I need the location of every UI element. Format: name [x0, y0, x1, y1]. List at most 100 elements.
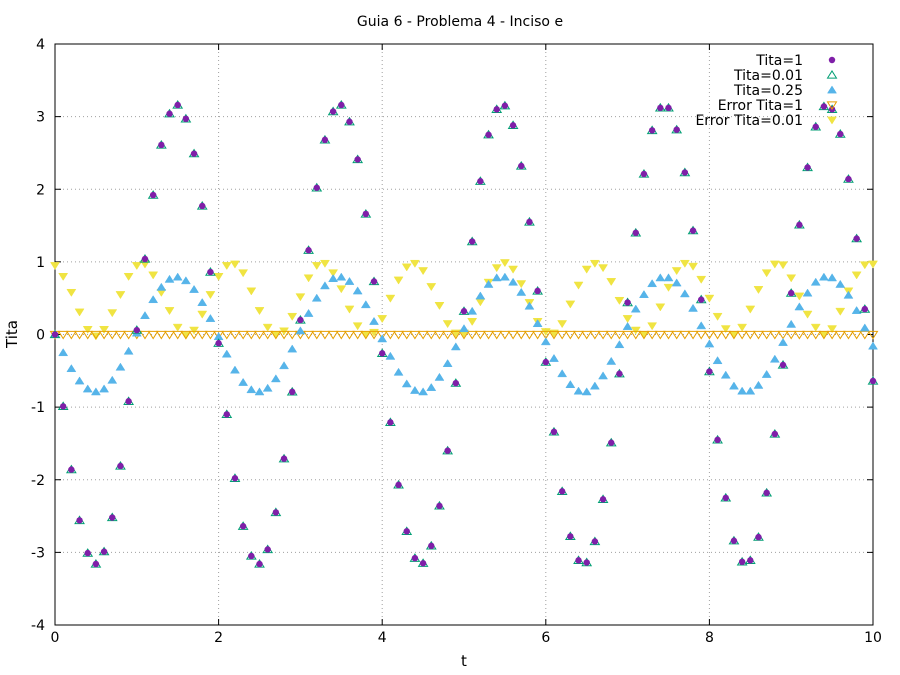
data-point	[123, 346, 134, 355]
data-point	[753, 380, 764, 389]
data-point	[467, 306, 478, 315]
data-point	[549, 353, 559, 362]
data-point	[598, 371, 609, 380]
data-point	[115, 362, 126, 371]
data-point	[769, 330, 781, 340]
data-point	[706, 368, 713, 375]
data-point	[695, 330, 707, 340]
data-point	[622, 330, 634, 340]
data-point	[140, 311, 150, 320]
data-point	[425, 330, 437, 340]
data-point	[540, 330, 552, 340]
data-point	[452, 379, 460, 387]
data-point	[534, 287, 541, 295]
x-tick-label: 10	[864, 630, 882, 646]
data-point	[647, 322, 658, 331]
data-point	[655, 303, 666, 312]
data-point	[679, 289, 690, 298]
data-point	[826, 330, 838, 340]
data-point	[297, 316, 304, 324]
data-point	[123, 273, 134, 281]
data-point	[835, 307, 846, 316]
data-point	[508, 265, 519, 274]
data-point	[703, 330, 715, 340]
data-point	[172, 272, 183, 281]
data-point	[796, 221, 803, 229]
data-point	[82, 384, 93, 393]
data-point	[395, 481, 402, 489]
data-point	[720, 330, 732, 340]
data-point	[810, 330, 822, 340]
data-point	[354, 156, 361, 163]
data-point	[589, 259, 600, 268]
data-point	[810, 323, 821, 332]
data-point	[508, 277, 519, 286]
data-point	[837, 130, 844, 138]
data-point	[851, 330, 863, 340]
data-point	[434, 302, 445, 310]
data-point	[542, 358, 549, 366]
data-point	[393, 276, 404, 285]
data-point	[802, 310, 813, 319]
data-point	[632, 229, 639, 237]
data-point	[450, 330, 462, 340]
data-point	[172, 323, 183, 332]
data-point	[646, 330, 658, 340]
data-point	[771, 430, 779, 438]
data-point	[786, 319, 797, 328]
data-point	[704, 339, 715, 348]
data-point	[499, 330, 511, 340]
data-point	[747, 557, 754, 564]
data-point	[164, 330, 175, 340]
data-point	[205, 313, 216, 322]
data-point	[338, 101, 345, 109]
data-point	[728, 330, 740, 340]
data-point	[368, 330, 380, 340]
data-point	[598, 264, 609, 273]
data-point	[818, 330, 830, 340]
data-point	[845, 175, 852, 183]
data-point	[779, 361, 787, 369]
data-point	[556, 330, 568, 340]
data-point	[360, 330, 372, 340]
data-point	[483, 279, 494, 288]
data-point	[311, 293, 322, 302]
x-tick-label: 6	[541, 630, 550, 646]
data-point	[213, 273, 224, 281]
data-point	[362, 210, 370, 218]
data-point	[827, 325, 838, 334]
data-point	[785, 330, 797, 340]
data-point	[221, 262, 232, 271]
data-point	[567, 533, 574, 540]
data-point	[761, 330, 773, 340]
data-point	[581, 387, 592, 396]
data-point	[550, 428, 558, 436]
y-tick-label: 0	[36, 328, 45, 344]
data-point	[393, 330, 404, 340]
data-point	[583, 559, 590, 566]
data-point	[859, 323, 870, 332]
data-point	[745, 386, 756, 395]
data-point	[468, 238, 476, 245]
data-point	[393, 367, 404, 376]
data-point	[869, 377, 877, 385]
data-point	[810, 277, 821, 286]
data-point	[516, 280, 527, 289]
data-point	[223, 411, 230, 418]
data-point	[843, 330, 854, 340]
data-point	[319, 259, 330, 268]
data-point	[270, 374, 281, 383]
data-point	[673, 126, 680, 133]
data-point	[180, 330, 192, 340]
data-point	[352, 330, 364, 340]
data-point	[428, 542, 435, 550]
data-point	[90, 330, 102, 340]
data-point	[450, 342, 461, 351]
data-point	[663, 273, 674, 282]
data-point	[319, 281, 330, 290]
data-point	[409, 259, 420, 268]
y-tick-label: 4	[36, 37, 45, 53]
data-point	[230, 260, 240, 269]
data-point	[786, 274, 797, 283]
data-point	[606, 278, 617, 287]
